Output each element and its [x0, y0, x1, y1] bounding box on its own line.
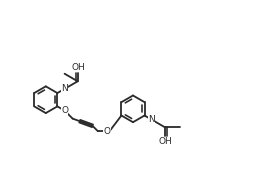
- Text: N: N: [149, 115, 155, 124]
- Text: OH: OH: [158, 137, 172, 146]
- Text: N: N: [61, 84, 68, 93]
- Text: OH: OH: [71, 63, 85, 72]
- Text: O: O: [61, 106, 68, 115]
- Text: O: O: [104, 127, 110, 136]
